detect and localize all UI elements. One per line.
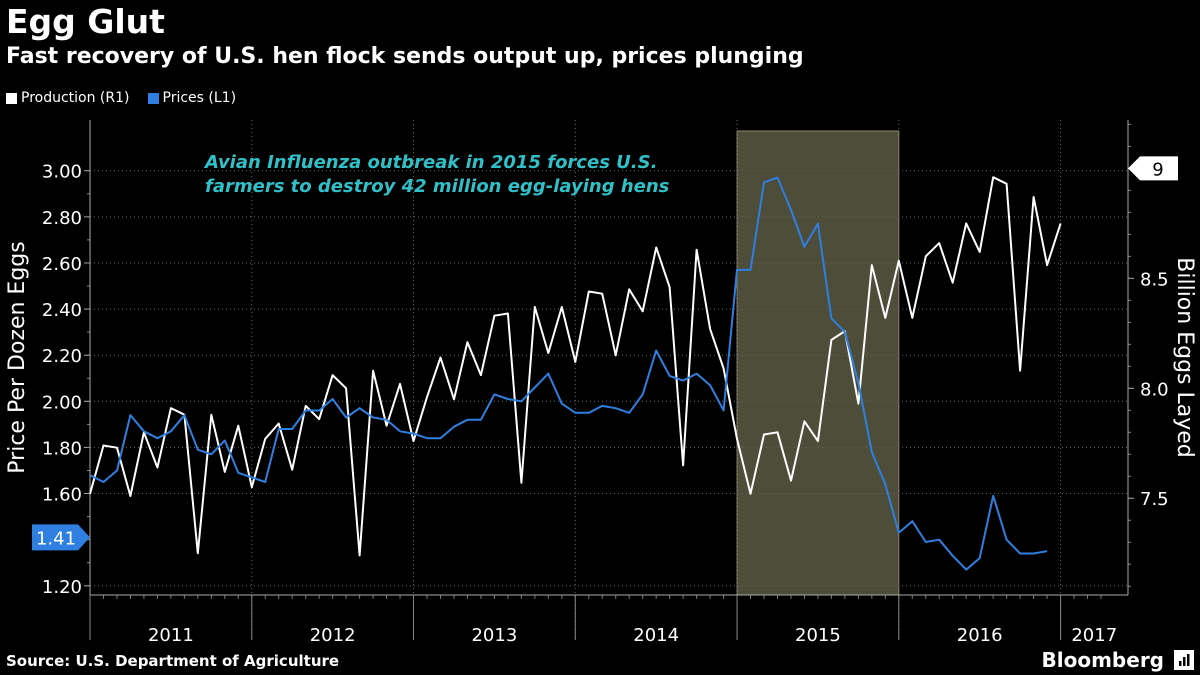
chart-subtitle: Fast recovery of U.S. hen flock sends ou… <box>6 44 804 69</box>
legend-swatch-prices <box>147 92 159 104</box>
source-note: Source: U.S. Department of Agriculture <box>6 652 340 670</box>
x-tick-label: 2013 <box>471 625 517 646</box>
left-tick-label: 3.00 <box>42 162 82 183</box>
x-tick-label: 2016 <box>957 625 1003 646</box>
left-tick-label: 1.60 <box>42 485 82 506</box>
production-last-value-label: 9 <box>1152 159 1163 180</box>
left-tick-label: 2.60 <box>42 254 82 275</box>
legend-swatch-production <box>6 92 17 104</box>
right-tick-label: 8.0 <box>1140 379 1169 400</box>
right-tick-label: 7.5 <box>1140 489 1169 510</box>
annotation-line: farmers to destroy 42 million egg-laying… <box>205 176 670 197</box>
left-tick-label: 2.00 <box>42 392 82 413</box>
left-tick-label: 2.20 <box>42 346 82 367</box>
y-axis-title-left: Price Per Dozen Eggs <box>5 241 30 473</box>
left-tick-label: 1.20 <box>42 577 82 598</box>
y-axis-title-right: Billion Eggs Layed <box>1172 257 1197 457</box>
production-line <box>89 176 1062 557</box>
chart-legend: Production (R1) Prices (L1) <box>6 90 236 106</box>
chart-title: Egg Glut <box>6 2 165 41</box>
bloomberg-logo-icon <box>1174 650 1194 670</box>
left-tick-label: 1.80 <box>42 438 82 459</box>
x-tick-label: 2011 <box>148 625 194 646</box>
highlight-band <box>736 130 900 596</box>
x-tick-label: 2017 <box>1071 625 1117 646</box>
x-tick-label: 2015 <box>795 625 841 646</box>
prices-line <box>89 176 1048 571</box>
legend-label-production: Production (R1) <box>21 90 130 106</box>
brand-name: Bloomberg <box>1041 648 1164 672</box>
x-tick-label: 2014 <box>633 625 679 646</box>
legend-item-production: Production (R1) <box>6 90 130 106</box>
legend-item-prices: Prices (L1) <box>147 90 237 106</box>
left-tick-label: 2.80 <box>42 208 82 229</box>
prices-last-value-badge <box>32 524 90 551</box>
annotation-line: Avian Influenza outbreak in 2015 forces … <box>203 152 657 173</box>
prices-last-value-label: 1.41 <box>36 528 76 549</box>
production-last-value-badge <box>1128 156 1178 181</box>
right-tick-label: 8.5 <box>1140 269 1169 290</box>
left-tick-label: 2.40 <box>42 300 82 321</box>
legend-label-prices: Prices (L1) <box>162 90 237 106</box>
x-tick-label: 2012 <box>310 625 356 646</box>
